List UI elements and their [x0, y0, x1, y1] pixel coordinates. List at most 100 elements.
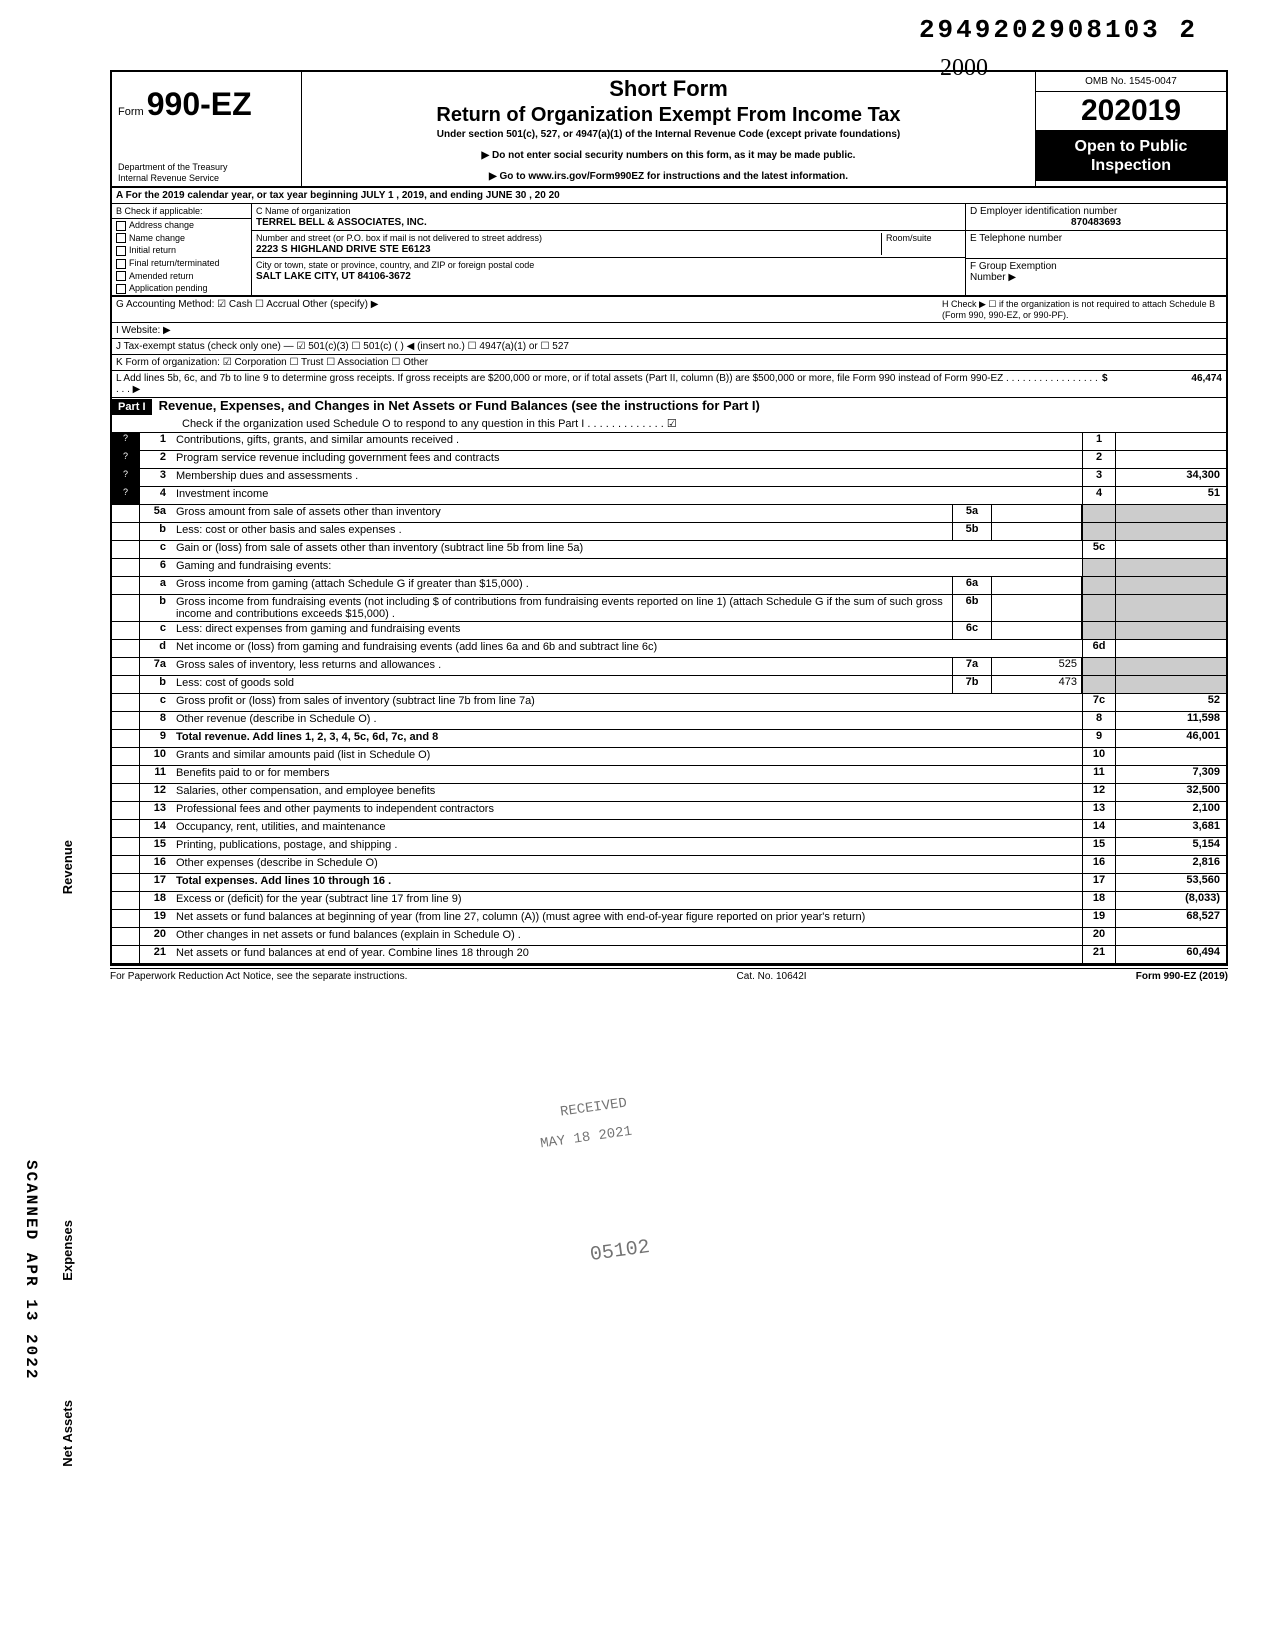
line-description: Total expenses. Add lines 10 through 16 …: [172, 874, 1082, 891]
mid-line-number: 6b: [952, 595, 992, 621]
city-label: City or town, state or province, country…: [256, 260, 534, 270]
line-description: Investment income: [172, 487, 1082, 504]
grid-row-1: ?1Contributions, gifts, grants, and simi…: [112, 433, 1226, 451]
line-value: 60,494: [1116, 946, 1226, 963]
line-j-text: J Tax-exempt status (check only one) — ☑…: [116, 341, 1222, 352]
line-value: 34,300: [1116, 469, 1226, 486]
line-i-website: I Website: ▶: [110, 323, 1228, 339]
footer-left: For Paperwork Reduction Act Notice, see …: [110, 971, 407, 982]
line-value: 11,598: [1116, 712, 1226, 729]
help-icon: [112, 784, 140, 801]
mid-line-number: 7a: [952, 658, 992, 675]
form-number: 990-EZ: [147, 86, 252, 122]
line-h-text: H Check ▶ ☐ if the organization is not r…: [942, 299, 1222, 320]
grid-row-9: 9Total revenue. Add lines 1, 2, 3, 4, 5c…: [112, 730, 1226, 748]
line-description: Total revenue. Add lines 1, 2, 3, 4, 5c,…: [172, 730, 1082, 747]
help-icon: [112, 676, 140, 693]
line-description: Less: cost or other basis and sales expe…: [172, 523, 952, 540]
chk-label: Amended return: [129, 271, 194, 281]
line-description: Other expenses (describe in Schedule O): [172, 856, 1082, 873]
help-icon: [112, 658, 140, 675]
chk-name-change[interactable]: Name change: [112, 232, 251, 245]
right-line-number: 1: [1082, 433, 1116, 450]
help-icon: [112, 892, 140, 909]
identity-block: B Check if applicable: Address change Na…: [110, 204, 1228, 297]
right-line-number: 3: [1082, 469, 1116, 486]
line-value: [1116, 748, 1226, 765]
line-number: 20: [140, 928, 172, 945]
line-description: Printing, publications, postage, and shi…: [172, 838, 1082, 855]
received-stamp: RECEIVED: [559, 1095, 628, 1120]
line-description: Other revenue (describe in Schedule O) .: [172, 712, 1082, 729]
grid-row-16: 16Other expenses (describe in Schedule O…: [112, 856, 1226, 874]
line-description: Gross amount from sale of assets other t…: [172, 505, 952, 522]
line-number: 4: [140, 487, 172, 504]
short-form-label: Short Form: [310, 76, 1027, 102]
line-l-gross-receipts: L Add lines 5b, 6c, and 7b to line 9 to …: [110, 371, 1228, 398]
line-description: Net income or (loss) from gaming and fun…: [172, 640, 1082, 657]
line-description: Professional fees and other payments to …: [172, 802, 1082, 819]
line-l-value: 46,474: [1122, 373, 1222, 395]
help-icon: [112, 730, 140, 747]
dept-line-2: Internal Revenue Service: [118, 173, 219, 183]
right-line-number: 5c: [1082, 541, 1116, 558]
line-value: 52: [1116, 694, 1226, 711]
ein-label: D Employer identification number: [970, 206, 1117, 217]
help-icon: [112, 694, 140, 711]
chk-application-pending[interactable]: Application pending: [112, 282, 251, 295]
line-number: 1: [140, 433, 172, 450]
mid-line-number: 7b: [952, 676, 992, 693]
line-description: Contributions, gifts, grants, and simila…: [172, 433, 1082, 450]
right-line-number: 12: [1082, 784, 1116, 801]
line-number: b: [140, 595, 172, 621]
help-icon: [112, 523, 140, 540]
right-line-number: 18: [1082, 892, 1116, 909]
chk-address-change[interactable]: Address change: [112, 219, 251, 232]
under-section: Under section 501(c), 527, or 4947(a)(1)…: [310, 129, 1027, 140]
line-number: 2: [140, 451, 172, 468]
column-b-checkboxes: B Check if applicable: Address change Na…: [112, 204, 252, 295]
line-number: 21: [140, 946, 172, 963]
grid-row-c: cGain or (loss) from sale of assets othe…: [112, 541, 1226, 559]
help-icon: [112, 505, 140, 522]
line-description: Gross sales of inventory, less returns a…: [172, 658, 952, 675]
line-description: Program service revenue including govern…: [172, 451, 1082, 468]
line-description: Gross income from gaming (attach Schedul…: [172, 577, 952, 594]
grid-row-4: ?4Investment income451: [112, 487, 1226, 505]
part-1-title: Revenue, Expenses, and Changes in Net As…: [155, 396, 764, 415]
line-description: Gross profit or (loss) from sales of inv…: [172, 694, 1082, 711]
open-line-1: Open to Public: [1075, 138, 1188, 155]
address-label: Number and street (or P.O. box if mail i…: [256, 233, 542, 243]
line-description: Gross income from fundraising events (no…: [172, 595, 952, 621]
line-description: Other changes in net assets or fund bala…: [172, 928, 1082, 945]
line-number: 13: [140, 802, 172, 819]
grid-row-b: bGross income from fundraising events (n…: [112, 595, 1226, 622]
line-value: [1116, 928, 1226, 945]
dept-treasury: Department of the Treasury Internal Reve…: [118, 162, 228, 184]
chk-amended-return[interactable]: Amended return: [112, 270, 251, 283]
chk-label: Final return/terminated: [129, 258, 220, 268]
help-icon: [112, 946, 140, 963]
grid-row-13: 13Professional fees and other payments t…: [112, 802, 1226, 820]
grid-row-a: aGross income from gaming (attach Schedu…: [112, 577, 1226, 595]
part-1-grid: ?1Contributions, gifts, grants, and simi…: [110, 433, 1228, 966]
vertical-label-revenue: Revenue: [60, 840, 75, 894]
grid-row-b: bLess: cost of goods sold7b473: [112, 676, 1226, 694]
open-to-public: Open to Public Inspection: [1036, 131, 1226, 181]
chk-final-return[interactable]: Final return/terminated: [112, 257, 251, 270]
line-j-tax-status: J Tax-exempt status (check only one) — ☑…: [110, 339, 1228, 355]
grid-row-3: ?3Membership dues and assessments .334,3…: [112, 469, 1226, 487]
line-value: [1116, 451, 1226, 468]
line-g-text: G Accounting Method: ☑ Cash ☐ Accrual Ot…: [116, 299, 942, 320]
line-number: 16: [140, 856, 172, 873]
right-line-number: 13: [1082, 802, 1116, 819]
line-number: 10: [140, 748, 172, 765]
help-icon: [112, 820, 140, 837]
help-icon: [112, 874, 140, 891]
address-value: 2223 S HIGHLAND DRIVE STE E6123: [256, 244, 431, 255]
help-icon: [112, 559, 140, 576]
chk-initial-return[interactable]: Initial return: [112, 244, 251, 257]
right-line-number: 16: [1082, 856, 1116, 873]
help-icon: [112, 577, 140, 594]
line-number: 8: [140, 712, 172, 729]
